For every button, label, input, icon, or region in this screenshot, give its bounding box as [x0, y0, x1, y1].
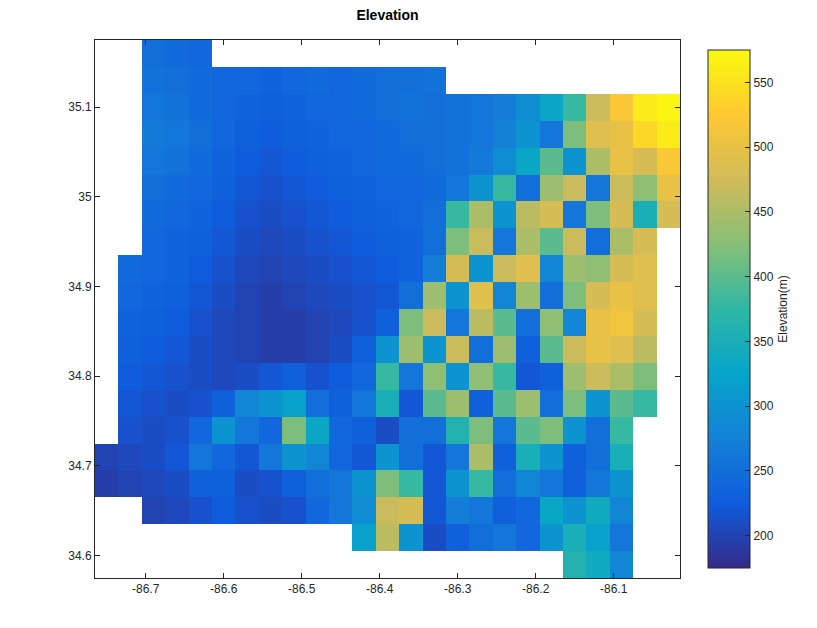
svg-text:350: 350: [753, 335, 773, 349]
svg-text:550: 550: [753, 76, 773, 90]
svg-text:Elevation: Elevation: [356, 7, 418, 23]
svg-text:-86.4: -86.4: [366, 582, 394, 596]
svg-text:-86.7: -86.7: [132, 582, 160, 596]
svg-text:-86.1: -86.1: [600, 582, 628, 596]
svg-text:35.1: 35.1: [68, 100, 92, 114]
svg-text:35: 35: [78, 190, 92, 204]
svg-text:500: 500: [753, 140, 773, 154]
svg-text:34.8: 34.8: [68, 369, 92, 383]
svg-text:400: 400: [753, 270, 773, 284]
svg-text:-86.2: -86.2: [522, 582, 550, 596]
svg-text:34.6: 34.6: [68, 549, 92, 563]
svg-text:300: 300: [753, 399, 773, 413]
svg-text:34.9: 34.9: [68, 280, 92, 294]
svg-text:450: 450: [753, 205, 773, 219]
svg-text:-86.5: -86.5: [288, 582, 316, 596]
svg-text:200: 200: [753, 529, 773, 543]
svg-text:-86.6: -86.6: [210, 582, 238, 596]
svg-text:Elevation(m): Elevation(m): [776, 275, 790, 342]
svg-text:250: 250: [753, 464, 773, 478]
svg-text:34.7: 34.7: [68, 459, 92, 473]
svg-text:-86.3: -86.3: [444, 582, 472, 596]
